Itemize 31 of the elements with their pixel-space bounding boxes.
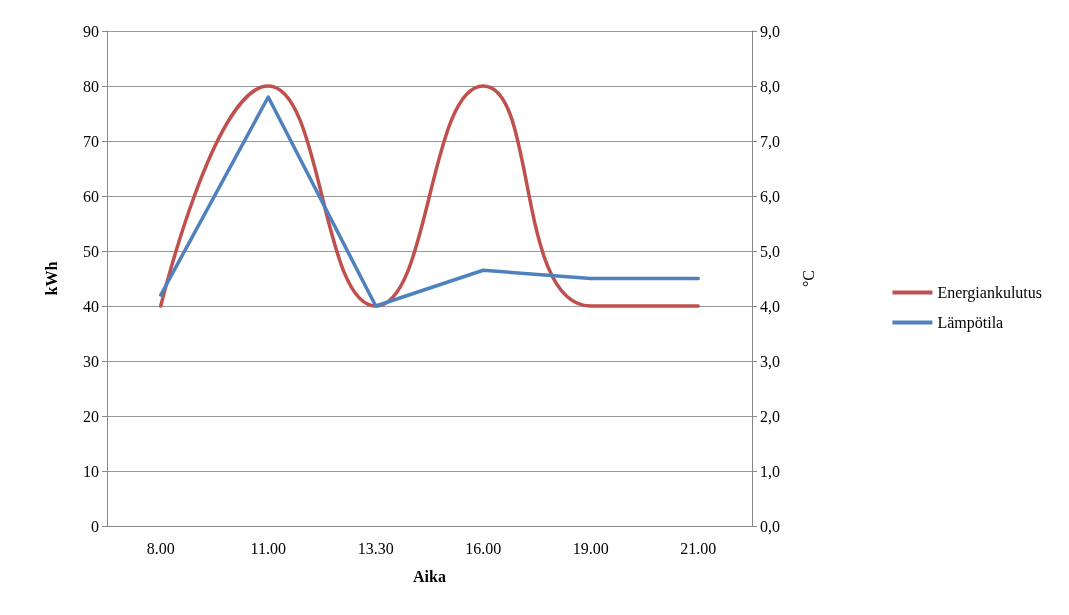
- legend-label: Lämpötila: [937, 314, 1004, 332]
- y2-tick-label: 1,0: [760, 462, 780, 480]
- y-tick-label: 30: [83, 352, 99, 370]
- y-tick-label: 70: [83, 132, 99, 150]
- y2-tick-label: 5,0: [760, 242, 780, 260]
- x-tick-label: 8.00: [146, 539, 175, 557]
- y2-tick-label: 4,0: [760, 297, 780, 315]
- y-tick-label: 80: [83, 77, 99, 95]
- y2-tick-label: 2,0: [760, 407, 780, 425]
- y2-tick-label: 8,0: [760, 77, 780, 95]
- y-tick-label: 10: [83, 462, 99, 480]
- y-tick-label: 20: [83, 407, 99, 425]
- x-tick-label: 21.00: [680, 539, 717, 557]
- y2-tick-label: 9,0: [760, 22, 780, 40]
- y2-tick-label: 6,0: [760, 187, 780, 205]
- y-tick-label: 40: [83, 297, 99, 315]
- y2-tick-label: 0,0: [760, 517, 780, 535]
- legend-label: Energiankulutus: [937, 284, 1042, 302]
- x-tick-label: 11.00: [250, 539, 286, 557]
- y2-axis-title: °C: [799, 269, 817, 288]
- y-tick-label: 90: [83, 22, 99, 40]
- y-axis-title: kWh: [42, 261, 60, 296]
- y-tick-label: 60: [83, 187, 99, 205]
- x-tick-label: 16.00: [465, 539, 502, 557]
- x-tick-label: 13.30: [357, 539, 394, 557]
- y-tick-label: 0: [91, 517, 99, 535]
- x-axis-title: Aika: [413, 567, 446, 585]
- y2-tick-label: 3,0: [760, 352, 780, 370]
- x-tick-label: 19.00: [572, 539, 609, 557]
- y-tick-label: 50: [83, 242, 99, 260]
- y2-tick-label: 7,0: [760, 132, 780, 150]
